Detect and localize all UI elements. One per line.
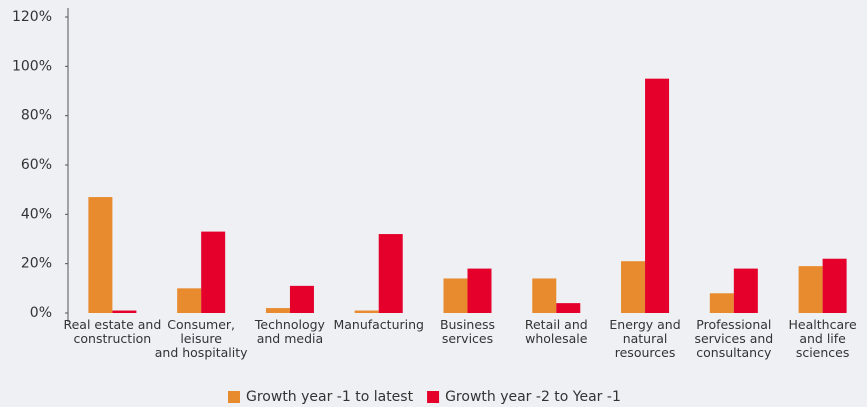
bar — [798, 266, 823, 313]
bar — [621, 261, 646, 313]
x-tick-label: Healthcare and life sciences — [788, 317, 857, 360]
bar — [556, 303, 581, 313]
y-tick-label: 80% — [21, 108, 52, 124]
y-tick-label: 20% — [21, 256, 52, 272]
bar — [822, 258, 847, 313]
bar — [177, 288, 202, 313]
bar — [265, 308, 290, 313]
bar — [709, 293, 734, 313]
bar — [354, 310, 379, 313]
x-tick-label: Energy and natural resources — [609, 317, 681, 360]
bar — [378, 234, 403, 313]
bar — [645, 78, 670, 314]
x-tick-label: Retail and wholesale — [524, 317, 588, 346]
bar — [112, 310, 137, 313]
bar — [532, 278, 557, 313]
bar — [443, 278, 468, 313]
x-tick-label: Technology and media — [254, 317, 325, 346]
x-tick-label: Real estate and construction — [63, 317, 162, 346]
legend-swatch — [228, 391, 240, 403]
x-tick-label: Professional services and consultancy — [694, 317, 774, 360]
bar — [88, 197, 113, 313]
bar — [467, 268, 492, 313]
legend-swatch — [427, 391, 440, 403]
x-tick-label: Manufacturing — [333, 317, 424, 332]
y-tick-label: 100% — [12, 58, 52, 74]
x-tick-label: Business services — [439, 317, 496, 346]
legend-label: Growth year -1 to latest — [246, 389, 414, 405]
bar — [289, 285, 314, 313]
x-tick-label: Consumer, leisure and hospitality — [154, 317, 248, 360]
y-tick-label: 60% — [21, 157, 52, 173]
bar — [733, 268, 758, 313]
legend-label: Growth year -2 to Year -1 — [445, 389, 621, 405]
y-tick-label: 120% — [12, 9, 52, 25]
y-tick-label: 0% — [30, 305, 52, 321]
bar — [201, 231, 226, 313]
y-tick-label: 40% — [21, 206, 52, 222]
